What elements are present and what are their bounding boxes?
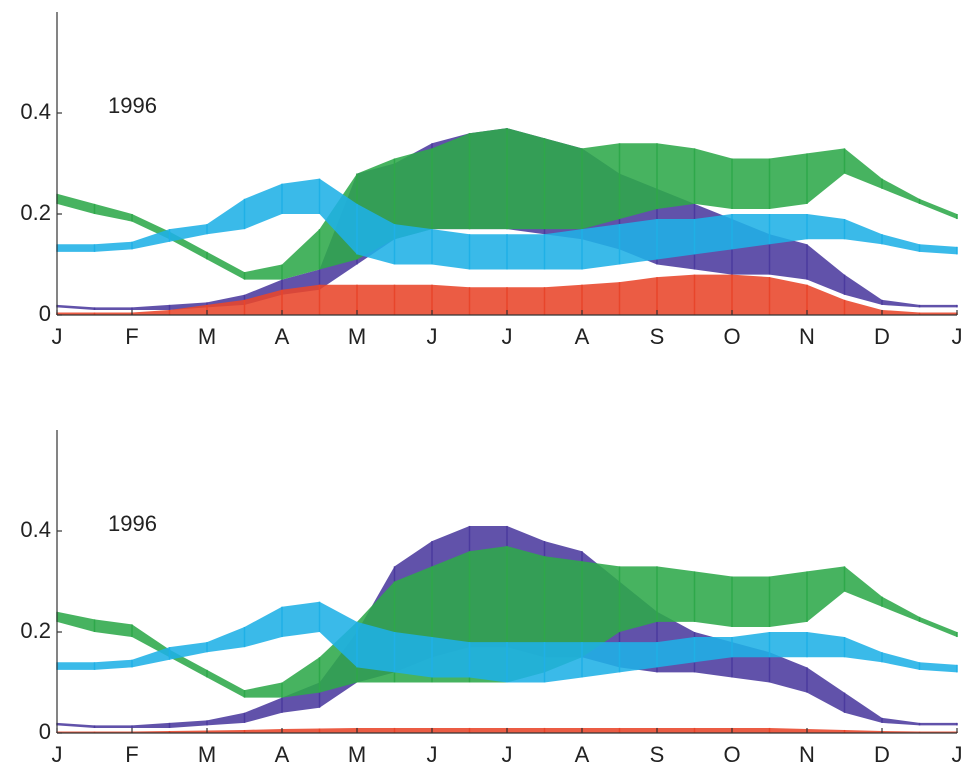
x-tick-label: O <box>723 324 740 349</box>
x-tick-label: A <box>575 324 590 349</box>
x-tick-label: N <box>799 742 815 767</box>
y-tick-label: 0 <box>39 301 51 326</box>
x-tick-label: S <box>650 742 665 767</box>
x-tick-label: O <box>723 742 740 767</box>
x-tick-label: J <box>502 742 513 767</box>
panel: 0 0.2 0.4 J F M A M J J A S O N D J 1996 <box>20 430 963 767</box>
x-tick-label: J <box>52 324 63 349</box>
x-tick-label: M <box>348 742 366 767</box>
x-tick-label: F <box>125 324 138 349</box>
x-tick-label: J <box>952 742 963 767</box>
x-tick-label: J <box>427 324 438 349</box>
annotation: 1996 <box>108 511 157 536</box>
y-tick-label: 0.2 <box>20 200 51 225</box>
x-tick-label: A <box>275 324 290 349</box>
x-tick-label: M <box>198 742 216 767</box>
series <box>56 178 958 270</box>
x-tick-label: J <box>502 324 513 349</box>
series <box>56 601 958 683</box>
x-tick-label: N <box>799 324 815 349</box>
x-tick-label: M <box>198 324 216 349</box>
x-tick-label: J <box>427 742 438 767</box>
y-tick-label: 0 <box>39 719 51 744</box>
x-tick-label: A <box>575 742 590 767</box>
series <box>56 274 958 315</box>
x-tick-label: F <box>125 742 138 767</box>
panel: 0 0.2 0.4 J F M A M J J A S O N D J 1996 <box>20 12 963 349</box>
x-tick-label: J <box>52 742 63 767</box>
x-tick-label: A <box>275 742 290 767</box>
y-tick-label: 0.4 <box>20 517 51 542</box>
x-tick-label: S <box>650 324 665 349</box>
x-tick-label: D <box>874 742 890 767</box>
x-tick-label: M <box>348 324 366 349</box>
x-tick-label: J <box>952 324 963 349</box>
annotation: 1996 <box>108 93 157 118</box>
series <box>56 128 958 280</box>
y-tick-label: 0.2 <box>20 618 51 643</box>
x-tick-label: D <box>874 324 890 349</box>
y-tick-label: 0.4 <box>20 99 51 124</box>
